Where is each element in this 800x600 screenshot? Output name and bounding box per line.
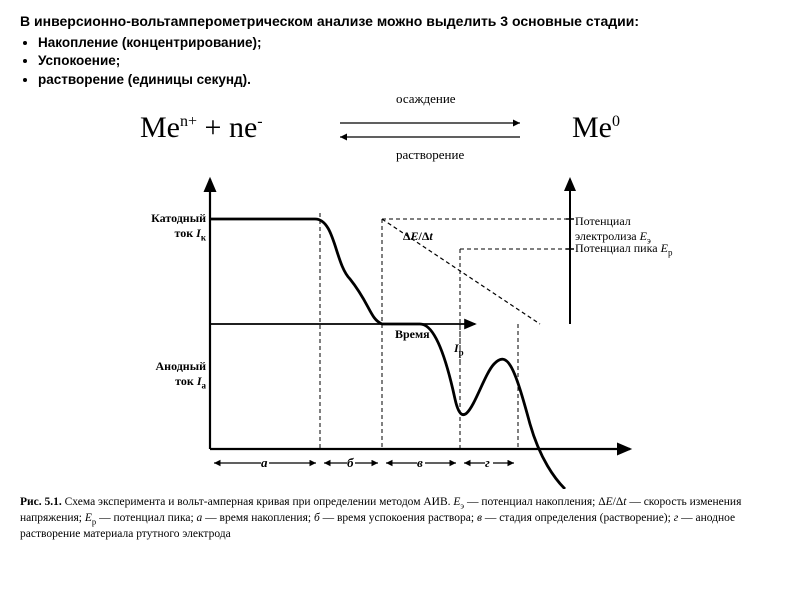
figure-caption: Рис. 5.1. Схема эксперимента и вольт-амп… — [20, 495, 780, 542]
label-time: Время — [395, 327, 430, 342]
arrow-top-label: осаждение — [396, 91, 456, 107]
label-potential-p: Потенциал пика Eр — [575, 241, 672, 257]
equation: Men+ + ne- осаждение растворение Me0 — [140, 95, 660, 165]
svg-text:в: в — [417, 455, 423, 470]
bullet-item: Успокоение; — [38, 52, 780, 70]
svg-text:г: г — [485, 455, 490, 470]
label-dedt: ΔE/Δt — [403, 229, 433, 244]
voltammogram-chart: aбвг Катодныйток Iк Анодныйток Iа Время … — [120, 169, 680, 489]
svg-text:a: a — [261, 455, 268, 470]
equation-left: Men+ + ne- — [140, 111, 263, 145]
bullet-item: растворение (единицы секунд). — [38, 71, 780, 89]
bullet-list: Накопление (концентрирование); Успокоени… — [20, 34, 780, 89]
arrow-bot-label: растворение — [396, 147, 464, 163]
label-ip: Iр — [454, 341, 464, 357]
svg-text:б: б — [347, 455, 354, 470]
label-cathodic: Катодныйток Iк — [118, 211, 206, 242]
label-anodic: Анодныйток Iа — [118, 359, 206, 390]
bullet-item: Накопление (концентрирование); — [38, 34, 780, 52]
heading: В инверсионно-вольтамперометрическом ана… — [20, 12, 780, 30]
equilibrium-arrows — [340, 113, 530, 147]
equation-right: Me0 — [572, 111, 620, 145]
